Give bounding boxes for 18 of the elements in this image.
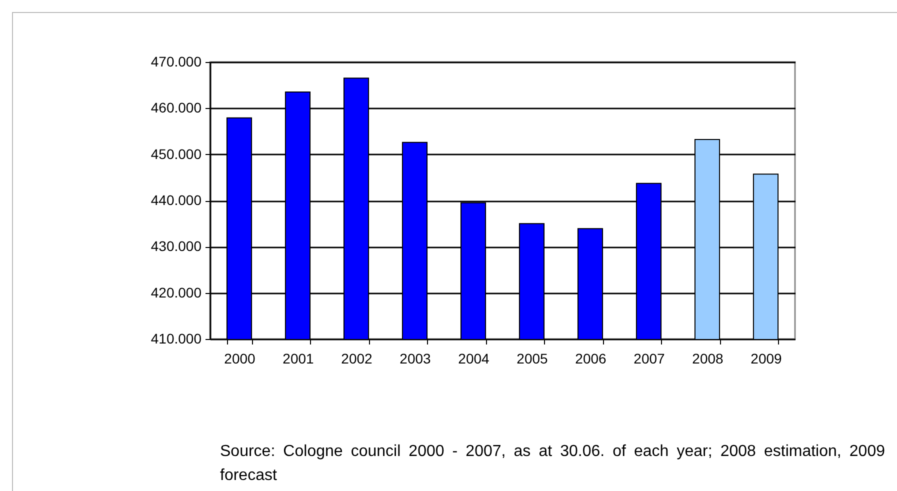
x-tick-label: 2003 — [400, 350, 432, 366]
x-tick-label: 2005 — [516, 350, 548, 366]
x-tick-label: 2009 — [750, 350, 782, 366]
x-tick-label: 2002 — [341, 350, 373, 366]
y-tick-label: 410.000 — [150, 330, 202, 346]
y-tick-label: 420.000 — [150, 284, 202, 300]
source-note: Source: Cologne council 2000 - 2007, as at 30.06. of each year; 2008 estimation, 2009 forecast — [220, 442, 885, 486]
x-tick-label: 2007 — [634, 350, 666, 366]
x-tick-label: 2008 — [692, 350, 724, 366]
y-tick-label: 440.000 — [150, 192, 202, 208]
y-tick-label: 470.000 — [150, 54, 202, 70]
x-tick-label: 2004 — [458, 350, 490, 366]
x-tick-label: 2001 — [282, 350, 314, 366]
y-tick-label: 430.000 — [150, 238, 202, 254]
x-tick-label: 2006 — [575, 350, 607, 366]
y-tick-label: 450.000 — [150, 146, 202, 162]
y-tick-label: 460.000 — [150, 100, 202, 116]
x-tick-label: 2000 — [224, 350, 256, 366]
